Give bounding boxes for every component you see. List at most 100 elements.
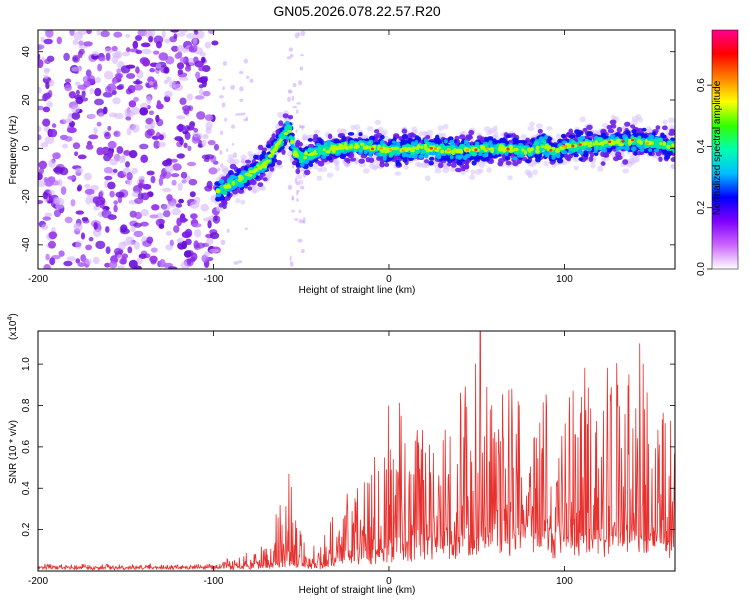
spectrogram-noise-blob bbox=[77, 154, 87, 160]
spectrogram-signal-blob bbox=[568, 128, 573, 134]
spectrogram-signal-blob bbox=[320, 166, 328, 172]
spectrogram-noise-blob bbox=[189, 191, 196, 198]
spectrogram-speckle bbox=[296, 102, 301, 105]
spectrogram-signal-blob bbox=[582, 127, 588, 132]
spectrogram-signal-blob bbox=[631, 146, 637, 152]
spectrogram-signal-blob bbox=[394, 171, 402, 176]
spectrogram-signal-blob bbox=[404, 153, 409, 157]
spectrogram-speckle bbox=[289, 54, 294, 58]
spectrogram-signal-blob bbox=[488, 130, 494, 135]
spectrogram-signal-blob bbox=[219, 185, 225, 189]
spectrogram-speckle bbox=[231, 124, 235, 129]
spectrogram-noise-blob bbox=[148, 36, 153, 43]
spectrogram-signal-blob bbox=[358, 158, 366, 164]
spectrogram-speckle bbox=[301, 125, 304, 130]
spectrogram-noise-blob bbox=[178, 30, 188, 34]
spectrogram-signal-blob bbox=[655, 125, 661, 130]
spectrogram-signal-blob bbox=[218, 179, 225, 184]
spectrogram-signal-blob bbox=[411, 126, 418, 133]
spectrogram-speckle bbox=[287, 184, 293, 190]
spectrogram-signal-blob bbox=[283, 132, 289, 136]
spectrogram-noise-blob bbox=[169, 202, 177, 208]
spectrogram-speckle bbox=[249, 78, 254, 83]
spectrogram-signal-blob bbox=[227, 153, 235, 160]
spectrogram-peak-blob bbox=[631, 138, 635, 142]
spectrogram-noise-blob bbox=[204, 41, 212, 49]
spectrogram-signal-blob bbox=[463, 139, 469, 144]
spectrogram-signal-blob bbox=[628, 158, 636, 165]
spectrogram-noise-blob bbox=[171, 179, 177, 186]
spectrogram-noise-blob bbox=[64, 216, 73, 224]
spectrogram-signal-blob bbox=[372, 144, 377, 148]
spectrogram-noise-blob bbox=[186, 258, 192, 266]
spectrogram-signal-blob bbox=[253, 154, 259, 160]
spectrogram-signal-blob bbox=[595, 142, 601, 146]
spectrogram-noise-blob bbox=[48, 240, 56, 249]
spectrogram-noise-blob bbox=[89, 87, 94, 95]
spectrogram-noise-blob bbox=[201, 254, 209, 263]
spectrogram-signal-blob bbox=[577, 136, 582, 142]
spectrogram-noise-blob bbox=[117, 254, 123, 261]
spectrogram-noise-blob bbox=[43, 264, 51, 269]
spectrogram-speckle bbox=[226, 148, 229, 152]
spectrogram-noise-blob bbox=[133, 241, 140, 250]
spectrogram-signal-blob bbox=[303, 159, 310, 165]
spectrogram-signal-blob bbox=[287, 115, 294, 120]
spectrogram-speckle bbox=[297, 238, 303, 243]
spectrogram-signal-blob bbox=[499, 137, 505, 142]
spectrogram-signal-blob bbox=[566, 143, 572, 149]
spectrogram-signal-blob bbox=[297, 179, 304, 185]
spectrogram-noise-blob bbox=[70, 199, 76, 207]
spectrogram-noise-blob bbox=[186, 161, 197, 167]
spectrogram-signal-blob bbox=[651, 131, 657, 137]
spectrogram-noise-blob bbox=[166, 194, 173, 202]
spectrogram-signal-blob bbox=[290, 139, 295, 145]
spectrogram-noise-blob bbox=[72, 39, 79, 46]
spectrogram-signal-blob bbox=[586, 131, 591, 137]
spectrogram-noise-blob bbox=[38, 199, 44, 205]
spectrogram-peak-blob bbox=[465, 148, 469, 152]
spectrogram-noise-blob bbox=[58, 178, 63, 187]
spectrogram-signal-blob bbox=[622, 168, 630, 174]
spectrogram-noise-blob bbox=[66, 256, 77, 262]
spectrogram-noise-blob bbox=[179, 57, 186, 63]
spectrogram-signal-blob bbox=[261, 147, 268, 152]
spectrogram-signal-blob bbox=[322, 148, 326, 152]
spectrogram-noise-blob bbox=[94, 87, 102, 97]
spectrogram-signal-blob bbox=[541, 139, 547, 144]
spectrogram-speckle bbox=[244, 227, 248, 230]
spectrogram-noise-blob bbox=[184, 131, 191, 140]
spectrogram-signal-blob bbox=[644, 139, 648, 143]
spectrogram-signal-blob bbox=[543, 160, 550, 167]
spectrogram-signal-blob bbox=[580, 135, 586, 140]
spectrogram-signal-blob bbox=[601, 157, 607, 163]
spectrogram-noise-blob bbox=[126, 127, 132, 136]
spectrogram-signal-blob bbox=[310, 151, 314, 157]
spectrogram-signal-blob bbox=[423, 143, 428, 148]
spectrogram-signal-blob bbox=[395, 161, 402, 167]
spectrogram-speckle bbox=[288, 47, 293, 52]
spectrogram-noise-blob bbox=[108, 261, 118, 269]
spectrogram-speckle bbox=[291, 209, 296, 213]
spectrogram-signal-blob bbox=[522, 140, 528, 144]
spectrogram-noise-blob bbox=[108, 112, 117, 118]
spectrogram-signal-ridge bbox=[214, 110, 675, 212]
spectrogram-noise-blob bbox=[104, 131, 111, 140]
spectrogram-noise-blob bbox=[162, 187, 172, 193]
spectrogram-signal-blob bbox=[339, 153, 346, 159]
spectrogram-noise-blob bbox=[71, 66, 81, 72]
spectrogram-signal-blob bbox=[584, 138, 589, 142]
spectrogram-noise-blob bbox=[42, 216, 52, 221]
spectrogram-noise-blob bbox=[96, 30, 101, 36]
spectrogram-noise-blob bbox=[158, 134, 164, 141]
spectrogram-noise-blob bbox=[210, 232, 220, 240]
spectrogram-signal-blob bbox=[517, 154, 521, 158]
spectrogram-noise-blob bbox=[125, 116, 132, 121]
spectrogram-signal-blob bbox=[304, 169, 311, 176]
spectrogram-noise-blob bbox=[140, 221, 149, 227]
spectrogram-signal-blob bbox=[269, 166, 275, 172]
spectrogram-noise-blob bbox=[38, 45, 42, 51]
spectrogram-signal-blob bbox=[525, 159, 531, 164]
spectrogram-noise-blob bbox=[76, 185, 82, 192]
spectrogram-signal-blob bbox=[282, 113, 289, 119]
